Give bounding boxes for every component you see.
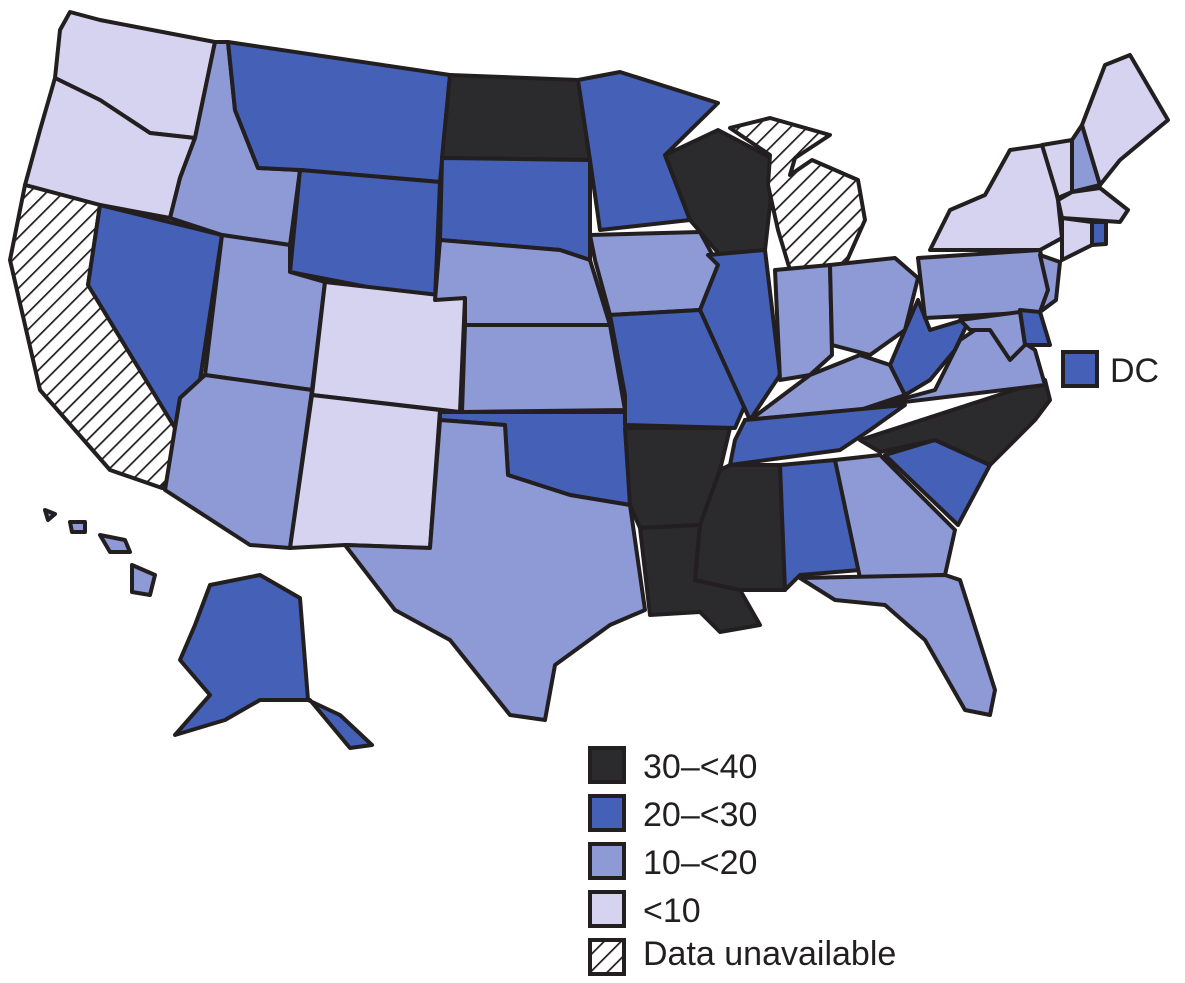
state-GA <box>833 453 957 580</box>
legend-item-10-20: 10–<20 <box>588 842 757 882</box>
states-layer <box>8 10 1170 750</box>
state-ND <box>440 73 592 162</box>
state-NM <box>288 393 442 550</box>
state-TN <box>728 403 907 467</box>
state-NY <box>928 143 1064 252</box>
legend-swatch-30-40 <box>588 746 626 784</box>
state-CT <box>1060 216 1094 262</box>
state-KS <box>460 323 627 414</box>
state-FL <box>798 573 997 717</box>
state-MD <box>958 310 1027 362</box>
state-MT <box>226 40 452 184</box>
legend-item-lt10: <10 <box>588 890 701 930</box>
legend-label-20-30: 20–<30 <box>643 796 757 834</box>
legend-swatch-lt10 <box>588 890 626 928</box>
dc-swatch <box>1061 350 1099 388</box>
dc-callout: DC <box>1061 350 1159 390</box>
state-AK <box>173 573 374 750</box>
legend-item-20-30: 20–<30 <box>588 794 757 834</box>
state-HI <box>43 508 157 597</box>
legend-swatch-10-20 <box>588 842 626 880</box>
state-PA <box>916 248 1050 320</box>
state-ME <box>1080 53 1170 187</box>
legend-label-10-20: 10–<20 <box>643 844 757 882</box>
legend-label-data-unavailable: Data unavailable <box>643 935 896 973</box>
state-NJ <box>1038 253 1062 314</box>
legend-item-data-unavailable: Data unavailable <box>588 935 896 976</box>
state-IN <box>773 263 834 382</box>
dc-label: DC <box>1110 352 1159 390</box>
state-TX <box>343 418 647 722</box>
legend-swatch-20-30 <box>588 794 626 832</box>
state-RI <box>1090 220 1108 247</box>
state-AZ <box>163 373 314 550</box>
state-IA <box>588 230 720 317</box>
legend: 30–<40 20–<30 10–<20 <10 Data unavailabl… <box>588 746 896 976</box>
legend-label-30-40: 30–<40 <box>643 748 757 786</box>
legend-swatch-data-unavailable <box>588 938 626 976</box>
legend-item-30-40: 30–<40 <box>588 746 757 786</box>
state-MI <box>728 116 867 272</box>
legend-label-lt10: <10 <box>643 892 701 930</box>
